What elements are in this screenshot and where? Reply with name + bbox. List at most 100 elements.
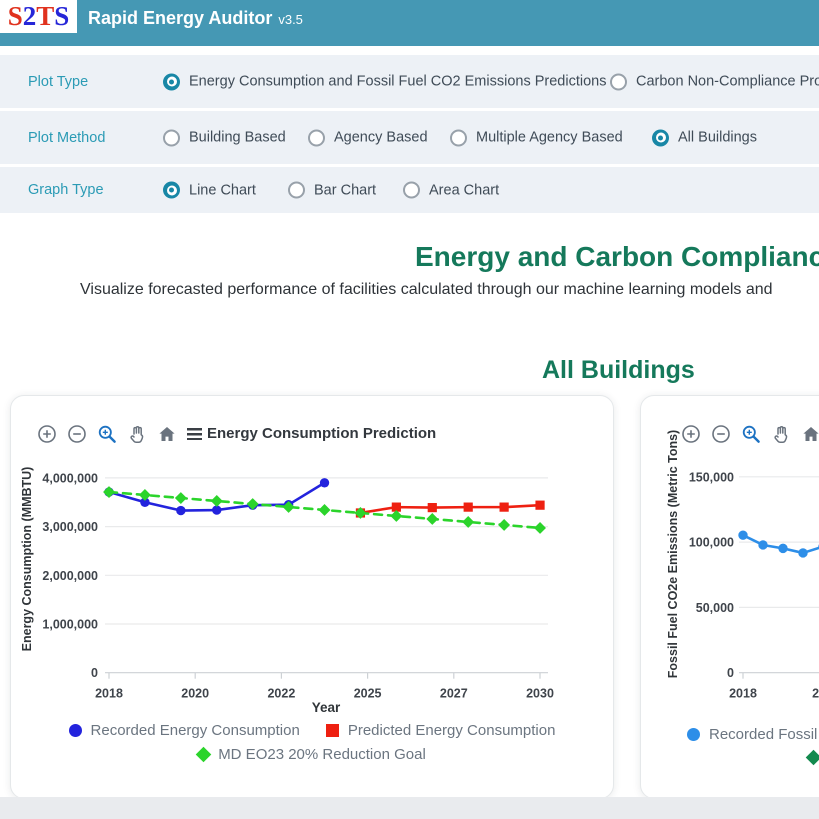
data-point-marker bbox=[390, 510, 402, 522]
y-tick-label: 100,000 bbox=[689, 536, 734, 550]
radio-unselected-icon[interactable] bbox=[450, 129, 467, 146]
control-row-graph-type: Graph Type Line Chart Bar Chart Area Chart bbox=[0, 167, 819, 213]
y-tick-label: 0 bbox=[727, 666, 734, 680]
legend-item: Recorded Energy Consumption bbox=[69, 722, 300, 739]
radio-option-label: Bar Chart bbox=[314, 182, 376, 198]
data-point-marker bbox=[211, 495, 223, 507]
legend-diamond-icon bbox=[196, 747, 212, 763]
section-title: All Buildings bbox=[542, 356, 695, 385]
x-tick-label: 2022 bbox=[267, 687, 295, 701]
legend-diamond-icon bbox=[806, 750, 819, 766]
radio-unselected-icon[interactable] bbox=[308, 129, 325, 146]
x-tick-label: 2027 bbox=[440, 687, 468, 701]
legend-row: Recorded Energy Consumption Predicted Ene… bbox=[69, 722, 556, 739]
legend-square-icon bbox=[326, 724, 339, 737]
legend-circle-icon bbox=[687, 728, 700, 741]
logo-letter: S bbox=[54, 1, 69, 31]
data-point-marker bbox=[498, 519, 510, 531]
x-tick-label: 2018 bbox=[729, 687, 757, 701]
legend-label: Predicted Energy Consumption bbox=[348, 722, 556, 739]
logo-letter: 2 bbox=[23, 1, 37, 31]
control-row-plot-type: Plot Type Energy Consumption and Fossil F… bbox=[0, 55, 819, 108]
y-tick-label: 3,000,000 bbox=[42, 520, 98, 534]
radio-option-all-buildings[interactable]: All Buildings bbox=[652, 129, 757, 146]
page-footer-strip bbox=[0, 797, 819, 819]
legend-item: MD EO23 20% Reduction Goal bbox=[198, 746, 426, 763]
legend-item: Recorded Fossil Fuel CO2e Emissions bbox=[687, 726, 819, 743]
co2-emissions-chart-card: Fossil Fuel CO2e Emissions Prediction 05… bbox=[640, 395, 819, 799]
control-label: Graph Type bbox=[28, 182, 104, 198]
data-point-marker bbox=[798, 548, 807, 557]
data-point-marker bbox=[535, 501, 544, 510]
y-tick-label: 1,000,000 bbox=[42, 618, 98, 632]
radio-option-label: Building Based bbox=[189, 130, 286, 146]
radio-option-bar-chart[interactable]: Bar Chart bbox=[288, 182, 376, 199]
radio-option-label: Energy Consumption and Fossil Fuel CO2 E… bbox=[189, 74, 606, 90]
control-label: Plot Type bbox=[28, 74, 88, 90]
radio-option-label: Agency Based bbox=[334, 130, 428, 146]
app-version: v3.5 bbox=[278, 12, 303, 27]
x-tick-label: 2020 bbox=[181, 687, 209, 701]
radio-unselected-icon[interactable] bbox=[163, 129, 180, 146]
legend-row: MD EO23 20% Reduction Goal bbox=[198, 746, 426, 763]
data-point-marker bbox=[139, 489, 151, 501]
app-header: S2TS Rapid Energy Auditor v3.5 bbox=[0, 0, 819, 46]
legend-item: Predicted Energy Consumption bbox=[326, 722, 556, 739]
radio-selected-icon[interactable] bbox=[163, 182, 180, 199]
radio-unselected-icon[interactable] bbox=[288, 182, 305, 199]
y-tick-label: 4,000,000 bbox=[42, 471, 98, 485]
y-axis-label: Energy Consumption (MMBTU) bbox=[20, 467, 34, 652]
radio-selected-icon[interactable] bbox=[163, 73, 180, 90]
radio-option-label: All Buildings bbox=[678, 130, 757, 146]
radio-option-carbon-non-compliance-projections[interactable]: Carbon Non-Compliance Projections bbox=[610, 73, 819, 90]
radio-option-energy-consumption-and-fossil-fuel-co2-e[interactable]: Energy Consumption and Fossil Fuel CO2 E… bbox=[163, 73, 606, 90]
app-title-text: Rapid Energy Auditor bbox=[88, 8, 272, 28]
x-tick-label: 2025 bbox=[354, 687, 382, 701]
y-tick-label: 0 bbox=[91, 666, 98, 680]
x-tick-label: 2030 bbox=[526, 687, 554, 701]
radio-option-multiple-agency-based[interactable]: Multiple Agency Based bbox=[450, 129, 623, 146]
y-axis-label: Fossil Fuel CO2e Emissions (Metric Tons) bbox=[666, 430, 680, 678]
radio-option-agency-based[interactable]: Agency Based bbox=[308, 129, 428, 146]
radio-selected-icon[interactable] bbox=[652, 129, 669, 146]
data-point-marker bbox=[426, 513, 438, 525]
legend-item bbox=[808, 752, 819, 763]
radio-option-label: Area Chart bbox=[429, 182, 499, 198]
radio-unselected-icon[interactable] bbox=[403, 182, 420, 199]
x-tick-label: 2020 bbox=[812, 687, 819, 701]
data-point-marker bbox=[464, 503, 473, 512]
radio-option-building-based[interactable]: Building Based bbox=[163, 129, 286, 146]
radio-option-area-chart[interactable]: Area Chart bbox=[403, 182, 499, 199]
logo-letter: S bbox=[8, 1, 23, 31]
energy-chart-legend: Recorded Energy Consumption Predicted Ene… bbox=[11, 722, 613, 763]
logo-text: S2TS bbox=[8, 3, 70, 30]
data-point-marker bbox=[247, 498, 259, 510]
data-point-marker bbox=[738, 530, 747, 539]
y-tick-label: 2,000,000 bbox=[42, 569, 98, 583]
data-point-marker bbox=[778, 544, 787, 553]
page-subtitle: Visualize forecasted performance of faci… bbox=[80, 281, 773, 299]
y-tick-label: 50,000 bbox=[696, 601, 734, 615]
data-point-marker bbox=[320, 478, 329, 487]
y-tick-label: 150,000 bbox=[689, 470, 734, 484]
legend-label: Recorded Energy Consumption bbox=[91, 722, 300, 739]
legend-label: MD EO23 20% Reduction Goal bbox=[218, 746, 426, 763]
legend-circle-icon bbox=[69, 724, 82, 737]
legend-label: Recorded Fossil Fuel CO2e Emissions bbox=[709, 726, 819, 743]
series-line bbox=[360, 505, 540, 513]
radio-option-label: Multiple Agency Based bbox=[476, 130, 623, 146]
data-point-marker bbox=[428, 503, 437, 512]
page-title: Energy and Carbon Compliance bbox=[415, 241, 819, 273]
data-point-marker bbox=[175, 492, 187, 504]
control-label: Plot Method bbox=[28, 130, 105, 146]
s2ts-logo[interactable]: S2TS bbox=[0, 0, 77, 33]
data-point-marker bbox=[758, 540, 767, 549]
radio-option-line-chart[interactable]: Line Chart bbox=[163, 182, 256, 199]
x-tick-label: 2018 bbox=[95, 687, 123, 701]
radio-option-label: Carbon Non-Compliance Projections bbox=[636, 74, 819, 90]
data-point-marker bbox=[319, 504, 331, 516]
logo-letter: T bbox=[36, 1, 54, 31]
radio-unselected-icon[interactable] bbox=[610, 73, 627, 90]
app-title: Rapid Energy Auditor v3.5 bbox=[88, 8, 303, 29]
data-point-marker bbox=[176, 506, 185, 515]
